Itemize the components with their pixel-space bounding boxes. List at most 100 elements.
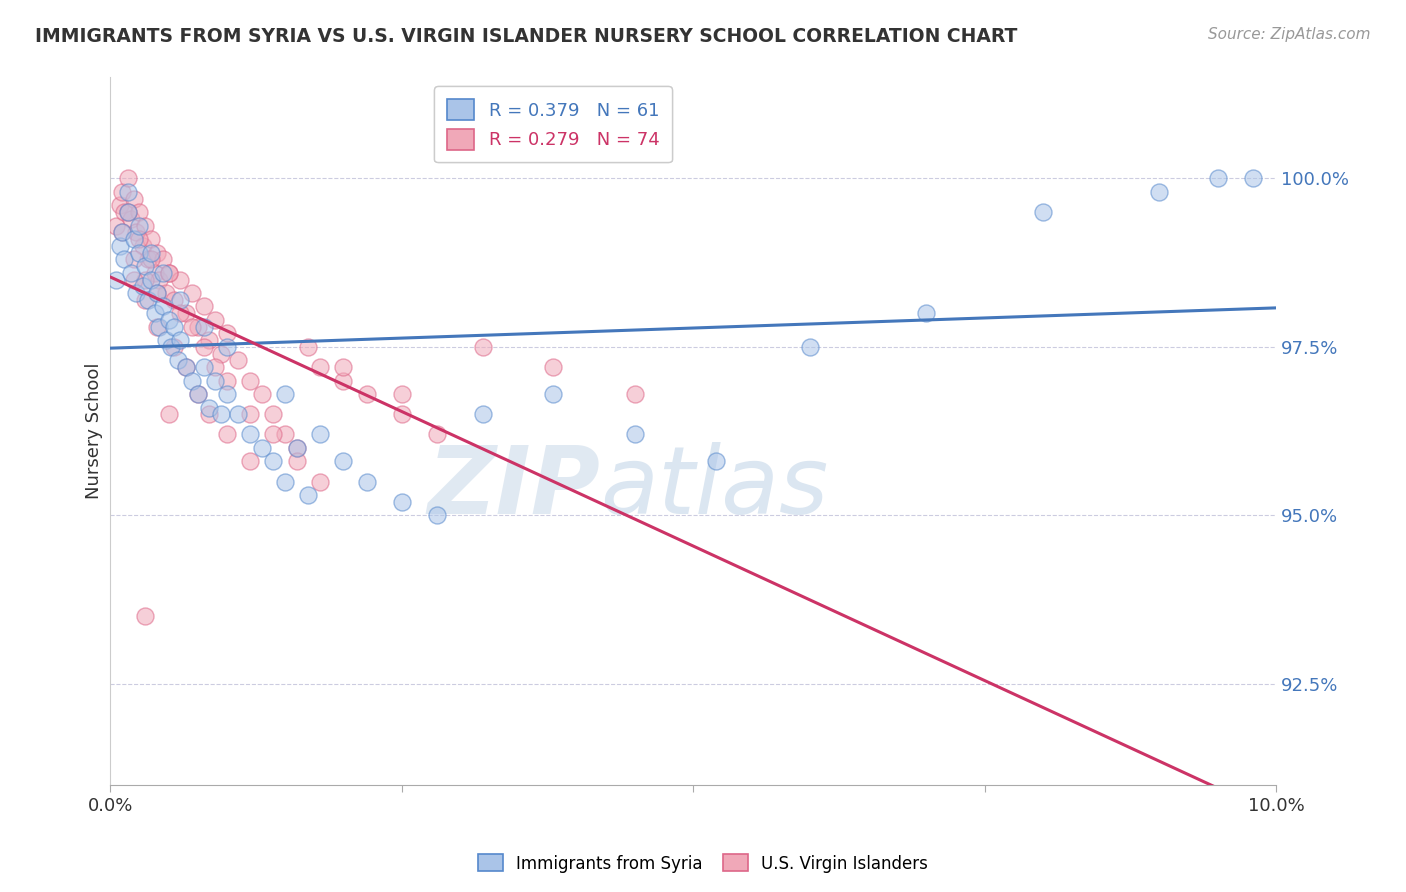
- Point: [356, 475, 378, 489]
- Point: [193, 340, 215, 354]
- Point: [120, 211, 142, 226]
- Point: [204, 313, 226, 327]
- Point: [239, 454, 262, 468]
- Point: [285, 454, 308, 468]
- Point: [1149, 185, 1171, 199]
- Point: [204, 360, 226, 375]
- Point: [148, 319, 170, 334]
- Point: [228, 353, 250, 368]
- Point: [122, 272, 145, 286]
- Point: [193, 319, 215, 334]
- Point: [426, 508, 449, 523]
- Point: [122, 252, 145, 267]
- Point: [262, 427, 284, 442]
- Point: [163, 293, 186, 307]
- Point: [285, 441, 308, 455]
- Point: [309, 427, 332, 442]
- Point: [117, 205, 139, 219]
- Point: [193, 360, 215, 375]
- Point: [391, 407, 413, 421]
- Point: [117, 205, 139, 219]
- Point: [285, 441, 308, 455]
- Point: [332, 454, 354, 468]
- Point: [297, 340, 319, 354]
- Point: [174, 360, 197, 375]
- Point: [169, 333, 191, 347]
- Point: [799, 340, 821, 354]
- Point: [132, 279, 155, 293]
- Point: [148, 272, 170, 286]
- Point: [134, 609, 156, 624]
- Point: [215, 374, 238, 388]
- Point: [134, 272, 156, 286]
- Point: [541, 387, 564, 401]
- Point: [105, 272, 128, 286]
- Point: [128, 245, 150, 260]
- Point: [163, 340, 186, 354]
- Point: [152, 252, 174, 267]
- Point: [356, 387, 378, 401]
- Text: ZIP: ZIP: [427, 442, 600, 533]
- Point: [117, 171, 139, 186]
- Text: atlas: atlas: [600, 442, 828, 533]
- Point: [146, 245, 169, 260]
- Point: [187, 387, 209, 401]
- Point: [125, 285, 148, 300]
- Point: [146, 319, 169, 334]
- Point: [169, 306, 191, 320]
- Point: [262, 407, 284, 421]
- Point: [274, 427, 297, 442]
- Point: [111, 226, 134, 240]
- Point: [187, 387, 209, 401]
- Point: [146, 285, 169, 300]
- Point: [174, 360, 197, 375]
- Point: [624, 387, 647, 401]
- Point: [125, 226, 148, 240]
- Point: [198, 407, 221, 421]
- Legend: R = 0.379   N = 61, R = 0.279   N = 74: R = 0.379 N = 61, R = 0.279 N = 74: [434, 87, 672, 162]
- Point: [136, 252, 159, 267]
- Point: [139, 245, 162, 260]
- Point: [541, 360, 564, 375]
- Point: [239, 427, 262, 442]
- Point: [624, 427, 647, 442]
- Point: [915, 306, 938, 320]
- Point: [155, 333, 177, 347]
- Point: [209, 346, 232, 360]
- Point: [250, 441, 273, 455]
- Point: [117, 185, 139, 199]
- Text: Source: ZipAtlas.com: Source: ZipAtlas.com: [1208, 27, 1371, 42]
- Point: [262, 454, 284, 468]
- Point: [174, 306, 197, 320]
- Point: [132, 239, 155, 253]
- Point: [155, 285, 177, 300]
- Point: [112, 205, 135, 219]
- Point: [1032, 205, 1054, 219]
- Point: [204, 374, 226, 388]
- Point: [250, 387, 273, 401]
- Point: [157, 266, 180, 280]
- Point: [139, 272, 162, 286]
- Point: [472, 407, 495, 421]
- Point: [120, 266, 142, 280]
- Point: [166, 353, 188, 368]
- Point: [152, 300, 174, 314]
- Point: [180, 319, 202, 334]
- Point: [128, 219, 150, 233]
- Point: [215, 326, 238, 341]
- Point: [198, 333, 221, 347]
- Point: [297, 488, 319, 502]
- Point: [215, 387, 238, 401]
- Point: [198, 401, 221, 415]
- Point: [143, 306, 166, 320]
- Point: [143, 266, 166, 280]
- Point: [180, 285, 202, 300]
- Point: [160, 340, 183, 354]
- Point: [472, 340, 495, 354]
- Point: [122, 232, 145, 246]
- Point: [128, 232, 150, 246]
- Point: [157, 407, 180, 421]
- Point: [157, 313, 180, 327]
- Point: [169, 272, 191, 286]
- Point: [128, 205, 150, 219]
